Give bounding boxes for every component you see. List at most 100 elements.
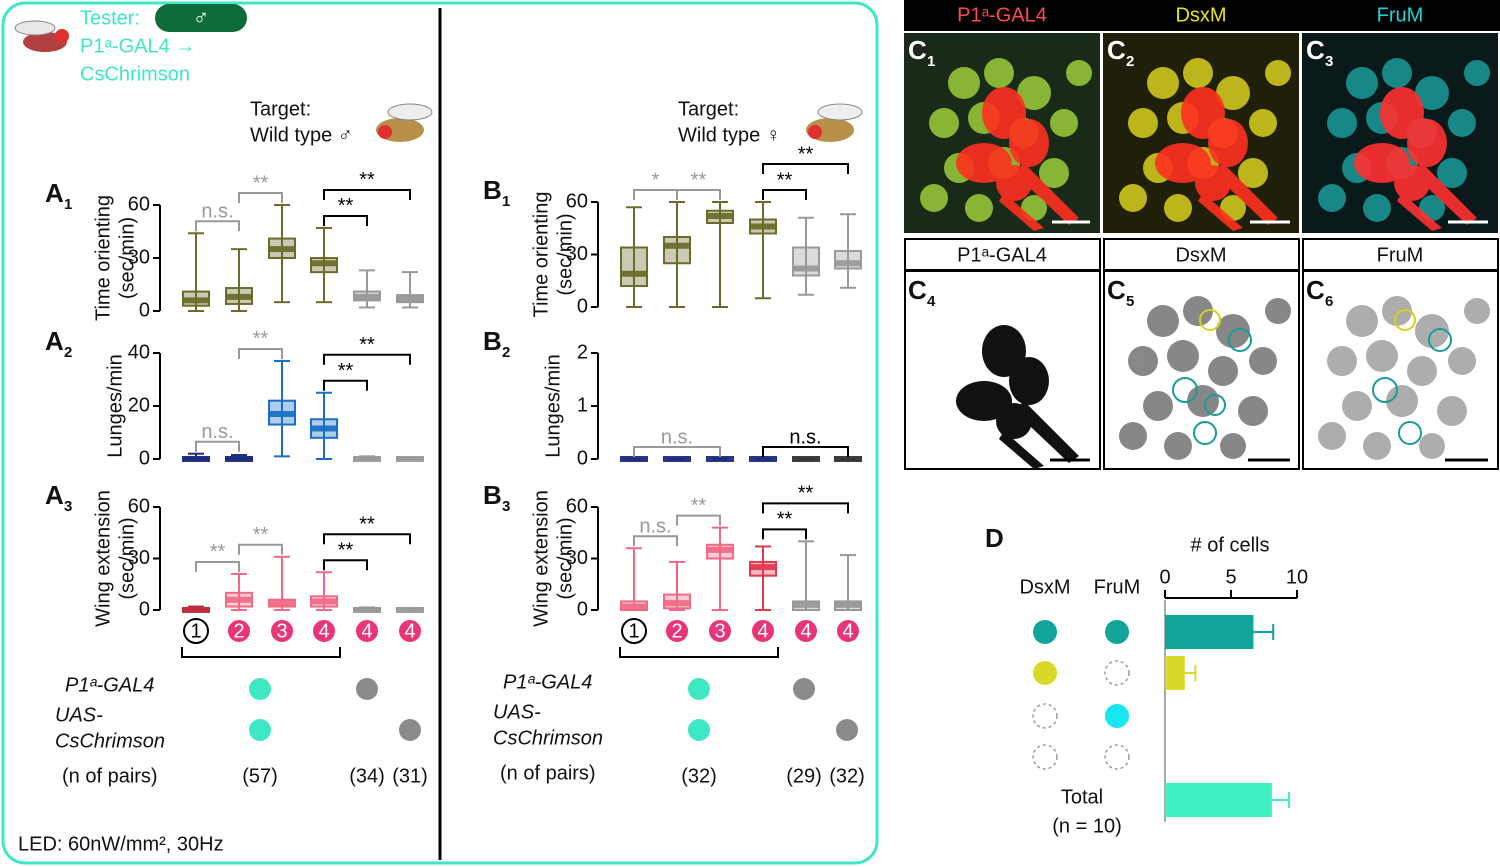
- y-tick-label: 30: [566, 547, 588, 569]
- decoration: [399, 719, 421, 741]
- decoration: [1172, 377, 1198, 403]
- significance-label: **: [798, 143, 814, 165]
- decoration: [378, 125, 392, 139]
- panel-label: C: [1306, 35, 1325, 65]
- decoration: [1394, 309, 1416, 331]
- marker-dot: [1105, 620, 1129, 644]
- marker-dot: [1033, 661, 1057, 685]
- decoration: [904, 238, 1101, 271]
- panel-sublabel: 3: [502, 498, 510, 515]
- y-axis-label: Wing extension: [92, 490, 114, 627]
- condition-label: 2: [671, 620, 682, 642]
- panel-sublabel: 1: [64, 196, 72, 213]
- image-column-label: P1ᵃ-GAL4: [957, 244, 1047, 266]
- image-header: P1ᵃ-GAL4: [957, 4, 1047, 26]
- y-tick-label: 60: [128, 495, 150, 517]
- led-note: LED: 60nW/mm², 30Hz: [18, 833, 224, 855]
- image-c2: [1103, 33, 1299, 233]
- condition-circle: [269, 618, 295, 644]
- box: [620, 246, 648, 287]
- image-column-label: DsxM: [1175, 244, 1226, 266]
- target-label: Target:: [250, 98, 311, 120]
- y-tick-label: 20: [128, 394, 150, 416]
- condition-circle: [354, 618, 380, 644]
- x-tick-label: 0: [1159, 566, 1170, 588]
- significance-label: **: [691, 169, 707, 191]
- tester-sex: ♂: [193, 5, 210, 30]
- decoration: [688, 719, 710, 741]
- condition-circle: [183, 618, 209, 644]
- decoration: [1199, 309, 1221, 331]
- y-tick-label: 0: [139, 299, 150, 321]
- n-value: (32): [829, 765, 865, 787]
- significance-label: n.s.: [201, 201, 233, 223]
- decoration: [14, 20, 56, 36]
- condition-label: 3: [714, 620, 725, 642]
- decoration: [249, 678, 271, 700]
- significance-bracket: [238, 192, 283, 203]
- decoration: [808, 125, 822, 139]
- y-axis-label: Time orienting: [92, 195, 114, 321]
- condition-label: 4: [361, 620, 372, 642]
- decoration: [249, 719, 271, 741]
- significance-label: **: [359, 514, 375, 536]
- panel-sublabel: 2: [1126, 53, 1134, 70]
- condition-circle: [835, 618, 861, 644]
- x-tick-label: 5: [1225, 566, 1236, 588]
- panel-label: C: [908, 35, 927, 65]
- y-tick-label: 60: [566, 495, 588, 517]
- condition-circle: [664, 618, 690, 644]
- condition-circle: [226, 618, 252, 644]
- significance-label: **: [777, 169, 793, 191]
- significance-label: n.s.: [201, 421, 233, 443]
- fly-icon: [376, 103, 863, 142]
- panel-sublabel: 5: [1126, 293, 1134, 310]
- panel-label: A: [45, 480, 64, 510]
- decoration: [688, 678, 710, 700]
- marker-dot: [1032, 744, 1058, 770]
- sex-badge: [155, 4, 247, 32]
- significance-bracket: [195, 560, 240, 572]
- decoration: [1372, 377, 1398, 403]
- tester-line: P1ᵃ-GAL4 →: [80, 35, 195, 57]
- y-tick-label: 0: [139, 447, 150, 469]
- y-tick-label: 0: [577, 295, 588, 317]
- image-column-label: FruM: [1377, 244, 1424, 266]
- decoration: [793, 678, 815, 700]
- significance-label: **: [210, 541, 226, 563]
- significance-bracket: [323, 559, 368, 571]
- fly-icon: [14, 20, 69, 52]
- panel-label: B: [483, 326, 502, 356]
- condition-circle: [793, 618, 819, 644]
- tester-label: Tester:: [80, 7, 140, 29]
- column-header: DsxM: [1019, 576, 1070, 598]
- n-value: (29): [786, 765, 822, 787]
- significance-bracket: [323, 353, 411, 365]
- significance-label: **: [253, 524, 269, 546]
- panel-label: B: [483, 480, 502, 510]
- image-c5: [1119, 296, 1291, 462]
- condition-label: 4: [318, 620, 329, 642]
- condition-label: 1: [190, 620, 201, 642]
- panel-label: C: [1107, 35, 1126, 65]
- x-tick-label: 10: [1286, 566, 1308, 588]
- significance-bracket: [195, 220, 240, 232]
- y-tick-label: 0: [577, 598, 588, 620]
- axis-title: # of cells: [1191, 534, 1270, 556]
- tester-line: CsChrimson: [80, 63, 190, 85]
- panel-sublabel: 2: [502, 344, 510, 361]
- n-value: (32): [681, 765, 717, 787]
- y-tick-label: 30: [128, 547, 150, 569]
- condition-circle: [311, 618, 337, 644]
- significance-bracket: [633, 189, 678, 200]
- image-c3: [1302, 33, 1498, 233]
- decoration: [1228, 328, 1252, 352]
- n-value: (57): [242, 765, 278, 787]
- significance-label: n.s.: [789, 426, 821, 448]
- panel-label: D: [985, 523, 1004, 553]
- y-axis-label: Time orienting: [530, 192, 552, 318]
- image-c6: [1318, 296, 1490, 462]
- frame: [1, 1, 879, 865]
- genotype-label: P1ᵃ-GAL4: [65, 674, 154, 696]
- significance-bracket: [676, 514, 721, 526]
